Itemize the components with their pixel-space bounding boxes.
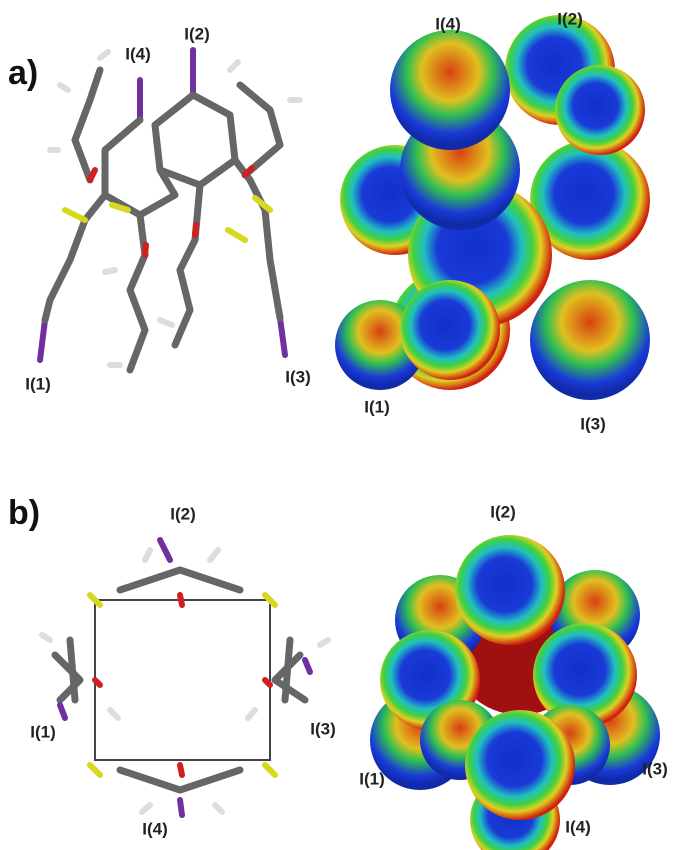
atom-label: I(4) xyxy=(565,817,591,836)
panel-label: a) xyxy=(8,54,38,92)
molecule-structure xyxy=(42,540,328,815)
atom-label: I(1) xyxy=(364,397,390,416)
figure: a) b) xyxy=(0,0,675,850)
atom-label: I(3) xyxy=(310,719,336,738)
atom-label: I(4) xyxy=(125,44,151,63)
atom-label: I(2) xyxy=(490,502,516,521)
atom-label: I(4) xyxy=(435,14,461,33)
atom-label: I(3) xyxy=(580,414,606,433)
atom-label: I(1) xyxy=(359,769,385,788)
atom-label: I(3) xyxy=(285,367,311,386)
potential-surface xyxy=(335,15,650,400)
atom-label: I(1) xyxy=(30,722,56,741)
potential-surface xyxy=(370,535,660,850)
molecule-structure xyxy=(40,50,300,370)
atom-label: I(2) xyxy=(170,504,196,523)
atom-label: I(3) xyxy=(642,759,668,778)
atom-label: I(1) xyxy=(25,374,51,393)
atom-label: I(4) xyxy=(142,819,168,838)
panel-label: b) xyxy=(8,494,40,532)
atom-label: I(2) xyxy=(184,24,210,43)
atom-label: I(2) xyxy=(557,9,583,28)
